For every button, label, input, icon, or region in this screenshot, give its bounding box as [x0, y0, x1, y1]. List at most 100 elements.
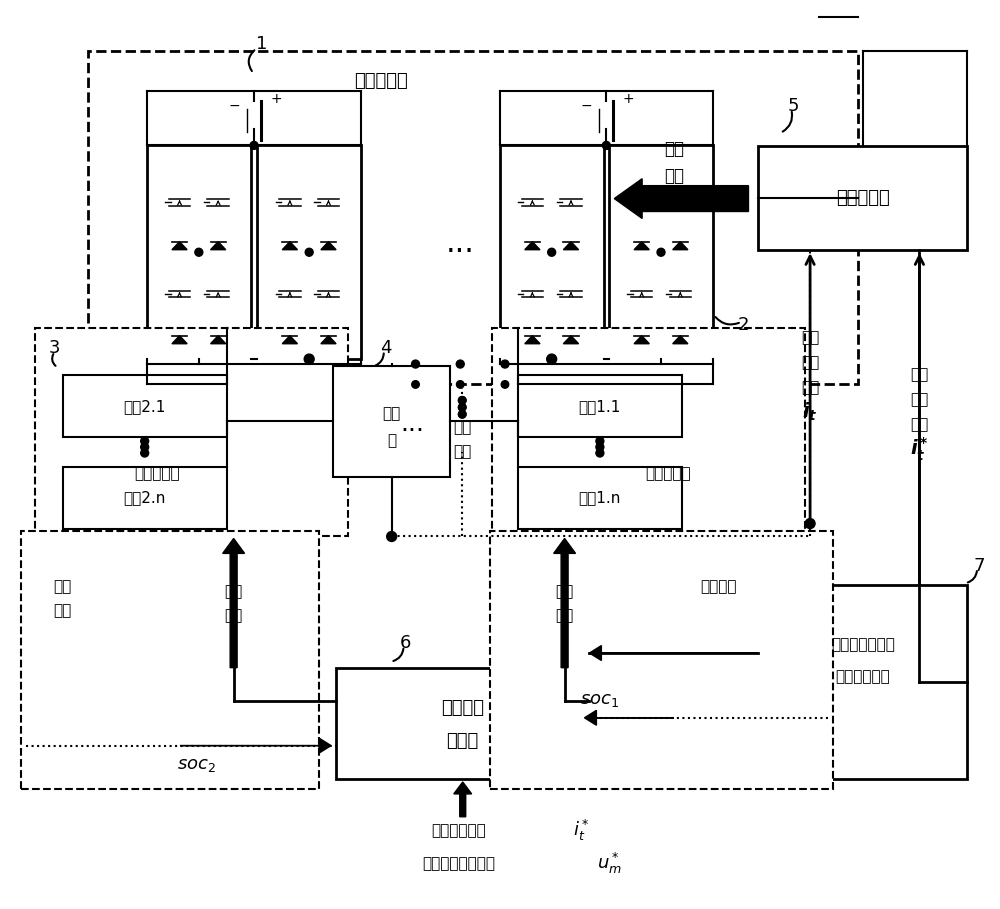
Circle shape: [412, 381, 419, 388]
Bar: [609, 145, 713, 359]
Bar: [758, 585, 967, 779]
Bar: [518, 467, 682, 528]
Polygon shape: [563, 335, 579, 344]
FancyArrow shape: [554, 538, 576, 668]
Text: 器: 器: [387, 434, 396, 448]
Text: +: +: [622, 92, 634, 105]
Circle shape: [412, 360, 419, 368]
Text: 储能模块组: 储能模块组: [646, 466, 691, 482]
Bar: [758, 146, 967, 250]
Text: 模块2.n: 模块2.n: [123, 490, 166, 505]
Circle shape: [458, 396, 466, 405]
Circle shape: [458, 396, 466, 405]
Circle shape: [387, 532, 397, 542]
Circle shape: [501, 360, 509, 368]
FancyArrow shape: [180, 738, 331, 753]
Polygon shape: [282, 242, 297, 250]
Bar: [63, 375, 227, 437]
Circle shape: [456, 360, 464, 368]
Circle shape: [548, 248, 556, 256]
Text: ···: ···: [446, 238, 475, 266]
FancyArrow shape: [454, 782, 472, 817]
Text: 储能模块组: 储能模块组: [134, 466, 179, 482]
Text: 模块2.1: 模块2.1: [123, 399, 166, 414]
Text: 高压直挂式储能: 高压直挂式储能: [831, 637, 895, 652]
Text: $\mathit{soc_1}$: $\mathit{soc_1}$: [580, 691, 619, 709]
Text: 3: 3: [49, 339, 60, 356]
Text: 控制器: 控制器: [447, 733, 479, 750]
Text: 电流: 电流: [453, 420, 471, 435]
Text: 储能模块: 储能模块: [441, 699, 484, 717]
Text: 开关: 开关: [664, 140, 684, 158]
Text: 状态: 状态: [54, 604, 72, 618]
FancyArrow shape: [223, 538, 245, 668]
Polygon shape: [673, 335, 688, 344]
Circle shape: [596, 437, 604, 445]
Polygon shape: [211, 242, 226, 250]
Text: 调制电压参考信号: 调制电压参考信号: [422, 856, 495, 871]
Text: 模块1.n: 模块1.n: [579, 490, 621, 505]
Bar: [490, 531, 833, 789]
Text: 信号: 信号: [555, 608, 574, 624]
Text: +: +: [270, 92, 282, 105]
Circle shape: [250, 142, 258, 149]
Text: −: −: [581, 99, 592, 113]
Bar: [147, 145, 251, 359]
Text: 2: 2: [738, 315, 749, 334]
Polygon shape: [211, 335, 226, 344]
Text: 参考: 参考: [910, 392, 929, 407]
Text: $\mathit{u_m^*}$: $\mathit{u_m^*}$: [597, 851, 622, 876]
Bar: [518, 375, 682, 437]
FancyArrow shape: [589, 645, 757, 661]
Circle shape: [501, 381, 509, 388]
Circle shape: [596, 449, 604, 457]
Text: $\bfit{i_t}$: $\bfit{i_t}$: [802, 401, 818, 424]
Circle shape: [195, 248, 203, 256]
Polygon shape: [525, 242, 540, 250]
Circle shape: [456, 381, 464, 388]
Bar: [88, 52, 858, 385]
Text: 模块1.1: 模块1.1: [579, 399, 621, 414]
Text: 电流参考信号: 电流参考信号: [431, 824, 486, 838]
FancyArrow shape: [614, 179, 748, 218]
Text: 6: 6: [400, 634, 411, 652]
Text: 信号: 信号: [910, 416, 929, 432]
Polygon shape: [525, 335, 540, 344]
Bar: [333, 365, 450, 477]
Text: 1: 1: [256, 35, 267, 53]
Bar: [35, 328, 348, 536]
Bar: [492, 328, 805, 536]
Text: 开关: 开关: [225, 584, 243, 599]
Bar: [21, 531, 319, 789]
Text: 电流发生器: 电流发生器: [354, 73, 408, 90]
Polygon shape: [321, 242, 336, 250]
Text: 电流控制器: 电流控制器: [836, 189, 890, 207]
Circle shape: [596, 443, 604, 451]
Circle shape: [304, 355, 314, 365]
Circle shape: [141, 443, 149, 451]
Circle shape: [305, 248, 313, 256]
Text: 荷电状态: 荷电状态: [700, 579, 737, 594]
Polygon shape: [172, 335, 187, 344]
Text: 电流: 电流: [910, 367, 929, 382]
Polygon shape: [172, 242, 187, 250]
Text: 滤波: 滤波: [383, 405, 401, 421]
Circle shape: [141, 437, 149, 445]
Text: $\bfit{i_t^*}$: $\bfit{i_t^*}$: [910, 435, 929, 463]
Circle shape: [602, 142, 610, 149]
Polygon shape: [321, 335, 336, 344]
Text: 采样: 采样: [801, 355, 819, 370]
FancyArrow shape: [584, 710, 674, 725]
Polygon shape: [282, 335, 297, 344]
Bar: [336, 668, 589, 779]
Text: 开关: 开关: [555, 584, 574, 599]
Circle shape: [657, 248, 665, 256]
Circle shape: [141, 449, 149, 457]
Bar: [500, 145, 604, 359]
Circle shape: [547, 355, 557, 365]
Text: 系统参数模型: 系统参数模型: [835, 670, 890, 684]
Text: 电流: 电流: [801, 330, 819, 345]
Polygon shape: [634, 335, 649, 344]
Text: $\mathit{soc_2}$: $\mathit{soc_2}$: [177, 756, 216, 774]
Text: 信号: 信号: [664, 166, 684, 185]
